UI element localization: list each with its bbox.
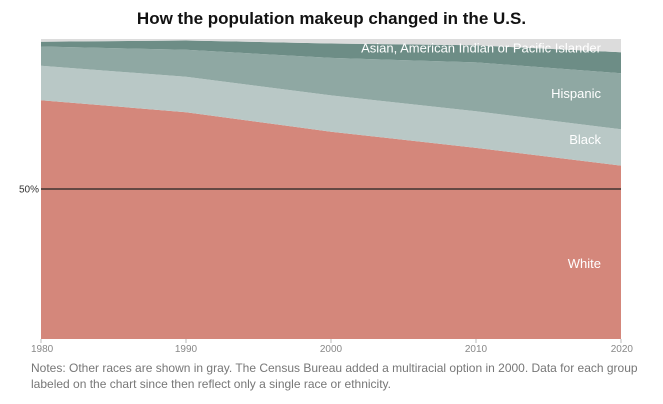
label-white: White xyxy=(568,256,601,271)
x-tick-label-1980: 1980 xyxy=(31,344,54,355)
x-tick-label-2010: 2010 xyxy=(465,344,488,355)
area-asian-american-indian-or-pacific-islander xyxy=(41,40,621,74)
reference-line-label: 50% xyxy=(19,185,39,196)
x-tick-label-2000: 2000 xyxy=(320,344,343,355)
area-white xyxy=(41,100,621,339)
label-asian-american-indian-or-pacific-islander: Asian, American Indian or Pacific Island… xyxy=(361,40,602,55)
chart-notes: Notes: Other races are shown in gray. Th… xyxy=(31,361,638,391)
area-black xyxy=(41,65,621,166)
series-labels: White Black Hispanic Asian, American Indian… xyxy=(361,40,602,271)
area-hispanic xyxy=(41,46,621,130)
area-other xyxy=(41,39,621,53)
x-tick-label-2020: 2020 xyxy=(611,344,634,355)
reference-line-group: 50% xyxy=(19,185,621,196)
label-hispanic: Hispanic xyxy=(551,86,601,101)
label-black: Black xyxy=(569,132,601,147)
chart-title: How the population makeup changed in the… xyxy=(136,9,527,28)
x-tick-label-1990: 1990 xyxy=(175,344,198,355)
area-layers xyxy=(41,39,621,339)
x-axis-ticks: 1980 1990 2000 2010 2020 xyxy=(31,339,633,355)
